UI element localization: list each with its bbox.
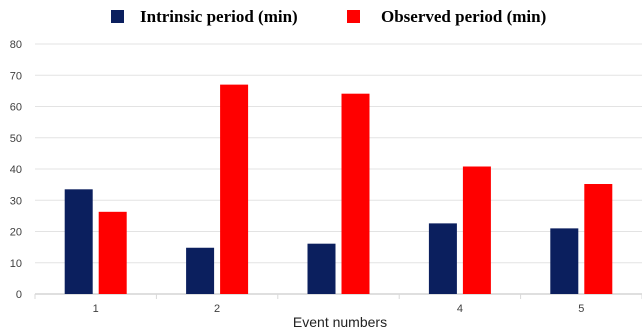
y-tick-label: 30 (10, 195, 22, 207)
x-tick-label: 5 (578, 303, 584, 315)
y-tick-label: 60 (10, 102, 22, 114)
bar-intrinsic-5 (550, 228, 579, 294)
y-tick-label: 20 (10, 227, 22, 239)
y-axis: 0 10 20 30 40 50 60 70 80 (10, 39, 22, 301)
legend-label-observed: Observed period (min) (381, 7, 546, 26)
bar-intrinsic-4 (428, 223, 457, 294)
bar-observed-4 (462, 166, 491, 294)
y-tick-label: 40 (10, 164, 22, 176)
bar-observed-3 (341, 93, 370, 294)
bar-observed-1 (98, 211, 127, 294)
grid-lines (34, 43, 642, 299)
x-axis: 1 2 4 5 (93, 303, 585, 315)
x-axis-title: Event numbers (293, 314, 387, 330)
legend-swatch-intrinsic (111, 10, 124, 23)
x-tick-label: 2 (214, 303, 220, 315)
legend-label-intrinsic: Intrinsic period (min) (140, 7, 298, 26)
bar-observed-5 (584, 184, 613, 294)
bar-intrinsic-1 (64, 189, 93, 294)
x-tick-label: 1 (93, 303, 99, 315)
y-tick-label: 0 (16, 289, 22, 301)
y-tick-label: 80 (10, 39, 22, 51)
bar-intrinsic-3 (307, 243, 336, 294)
legend-swatch-observed (347, 10, 360, 23)
y-tick-label: 10 (10, 258, 22, 270)
x-tick-label: 4 (457, 303, 463, 315)
bar-intrinsic-2 (186, 247, 215, 294)
y-tick-label: 70 (10, 70, 22, 82)
bar-observed-2 (220, 84, 249, 294)
bars (64, 84, 613, 294)
y-tick-label: 50 (10, 133, 22, 145)
legend: Intrinsic period (min) Observed period (… (111, 7, 546, 26)
